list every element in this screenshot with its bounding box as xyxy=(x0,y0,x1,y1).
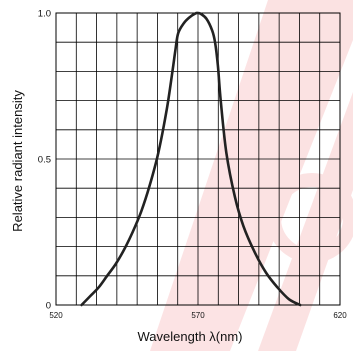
spectrum-curve-0 xyxy=(80,11,302,307)
x-tick-labels: 520 570 620 xyxy=(49,311,347,320)
y-tick-label: 1.0 xyxy=(38,9,51,20)
watermark-ring xyxy=(267,173,353,263)
spectrum-curve-group xyxy=(80,11,302,307)
watermark-logo xyxy=(150,0,353,351)
watermark-stripe-1 xyxy=(150,0,353,351)
y-tick-label: 0.5 xyxy=(38,155,51,166)
x-tick-label: 570 xyxy=(191,311,205,320)
watermark-stripe-2 xyxy=(258,92,353,351)
x-tick-label: 620 xyxy=(333,311,347,320)
plot-grid xyxy=(55,12,341,306)
x-axis-title: Wavelength λ(nm) xyxy=(138,329,243,344)
y-tick-label: 0 xyxy=(46,301,51,312)
y-tick-labels: 0 0.5 1.0 xyxy=(38,9,51,312)
x-tick-label: 520 xyxy=(49,311,63,320)
y-axis-title: Relative radiant intensity xyxy=(10,90,25,232)
